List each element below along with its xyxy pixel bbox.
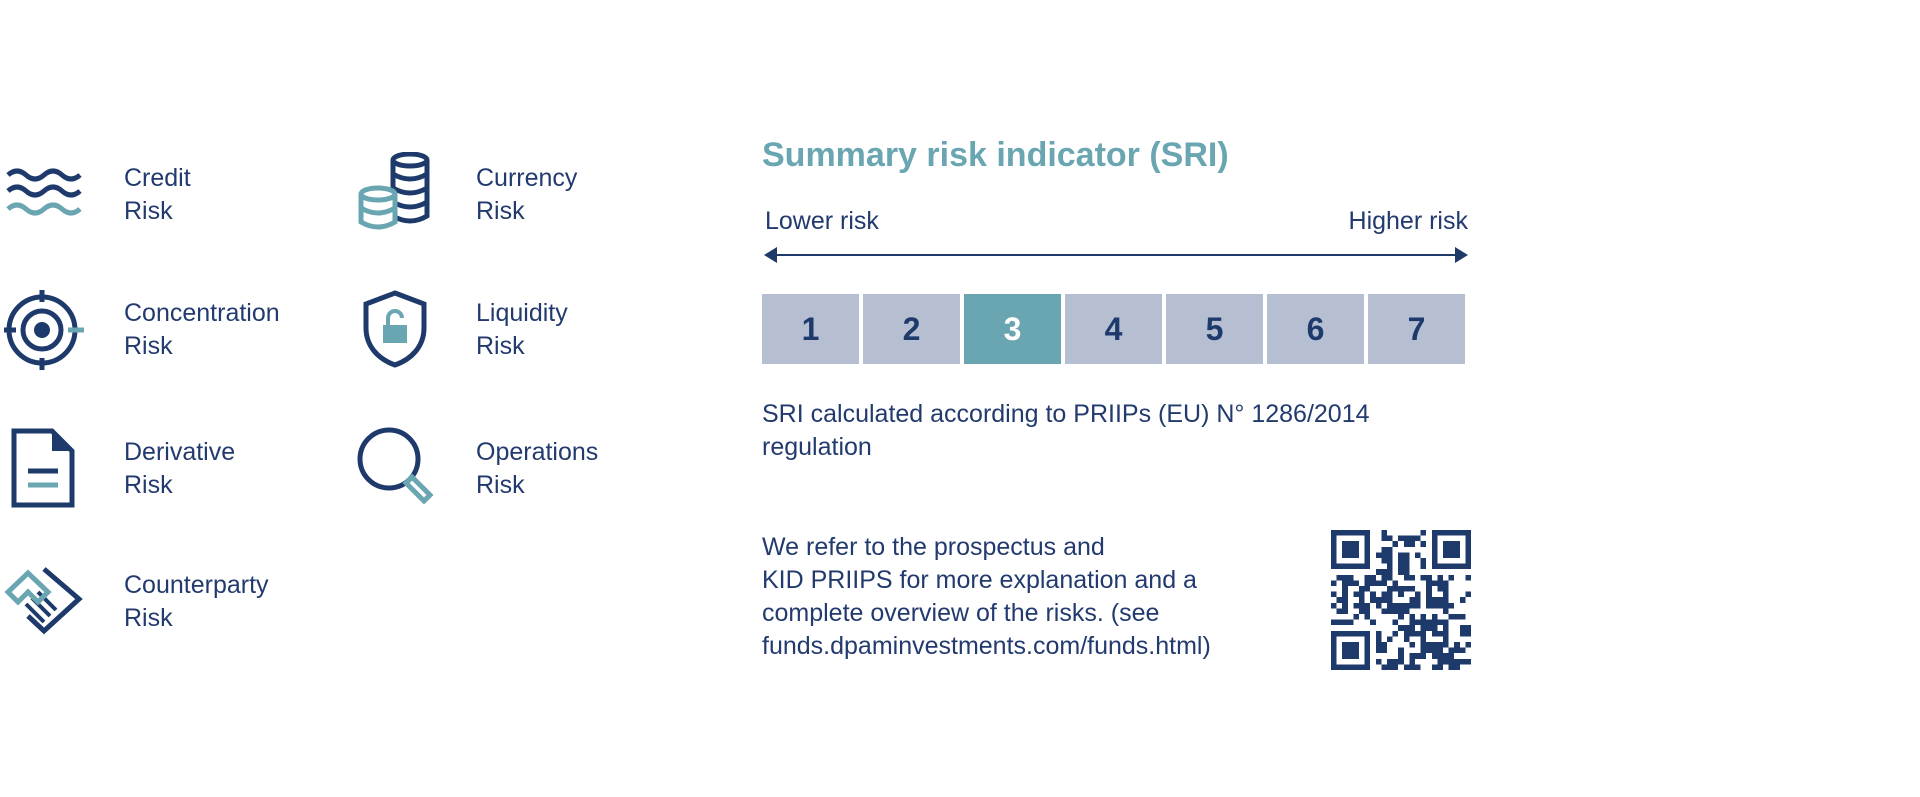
- risk-label-line2: Risk: [124, 197, 173, 225]
- risk-label-line2: Risk: [124, 332, 173, 360]
- reference-line: We refer to the prospectus and: [762, 533, 1105, 561]
- lower-risk-label: Lower risk: [765, 207, 879, 235]
- risk-level-box: 1: [762, 294, 859, 364]
- risk-label-line1: Derivative: [124, 438, 236, 466]
- reference-line: complete overview of the risks. (see: [762, 599, 1160, 627]
- waves-icon: [6, 167, 82, 223]
- risk-level-box: 5: [1166, 294, 1263, 364]
- coins-icon: [358, 152, 434, 232]
- risk-label-line2: Risk: [124, 471, 173, 499]
- risk-level-box: 7: [1368, 294, 1465, 364]
- risk-label-line1: Concentration: [124, 299, 280, 327]
- magnifier-icon: [356, 426, 436, 508]
- shield-lock-icon: [362, 290, 428, 368]
- document-icon: [10, 428, 76, 508]
- risk-label-line1: Liquidity: [476, 299, 568, 327]
- risk-label-line2: Risk: [476, 471, 525, 499]
- risk-label-line2: Risk: [476, 197, 525, 225]
- handshake-icon: [4, 564, 84, 636]
- prospectus-reference: We refer to the prospectus and KID PRIIP…: [762, 531, 1322, 663]
- higher-risk-label: Higher risk: [1348, 207, 1468, 235]
- risk-direction-arrow: [762, 245, 1470, 270]
- sri-regulation-note: SRI calculated according to PRIIPs (EU) …: [762, 400, 1370, 461]
- risk-level-box: 6: [1267, 294, 1364, 364]
- risk-label-line1: Counterparty: [124, 571, 269, 599]
- reference-line: funds.dpaminvestments.com/funds.html): [762, 632, 1211, 660]
- risk-label-line1: Operations: [476, 438, 599, 466]
- risk-level-box: 2: [863, 294, 960, 364]
- target-icon: [4, 290, 84, 370]
- risk-level-box: 4: [1065, 294, 1162, 364]
- risk-label-line1: Credit: [124, 164, 191, 192]
- risk-scale: 1 2 3 4 5 6 7: [762, 294, 1468, 364]
- risk-label-line2: Risk: [476, 332, 525, 360]
- risk-label-line1: Currency: [476, 164, 578, 192]
- sri-title: Summary risk indicator (SRI): [762, 136, 1229, 174]
- qr-code: [1331, 530, 1471, 675]
- reference-line: KID PRIIPS for more explanation and a: [762, 566, 1197, 594]
- risk-label-line2: Risk: [124, 604, 173, 632]
- risk-level-box: 3: [964, 294, 1061, 364]
